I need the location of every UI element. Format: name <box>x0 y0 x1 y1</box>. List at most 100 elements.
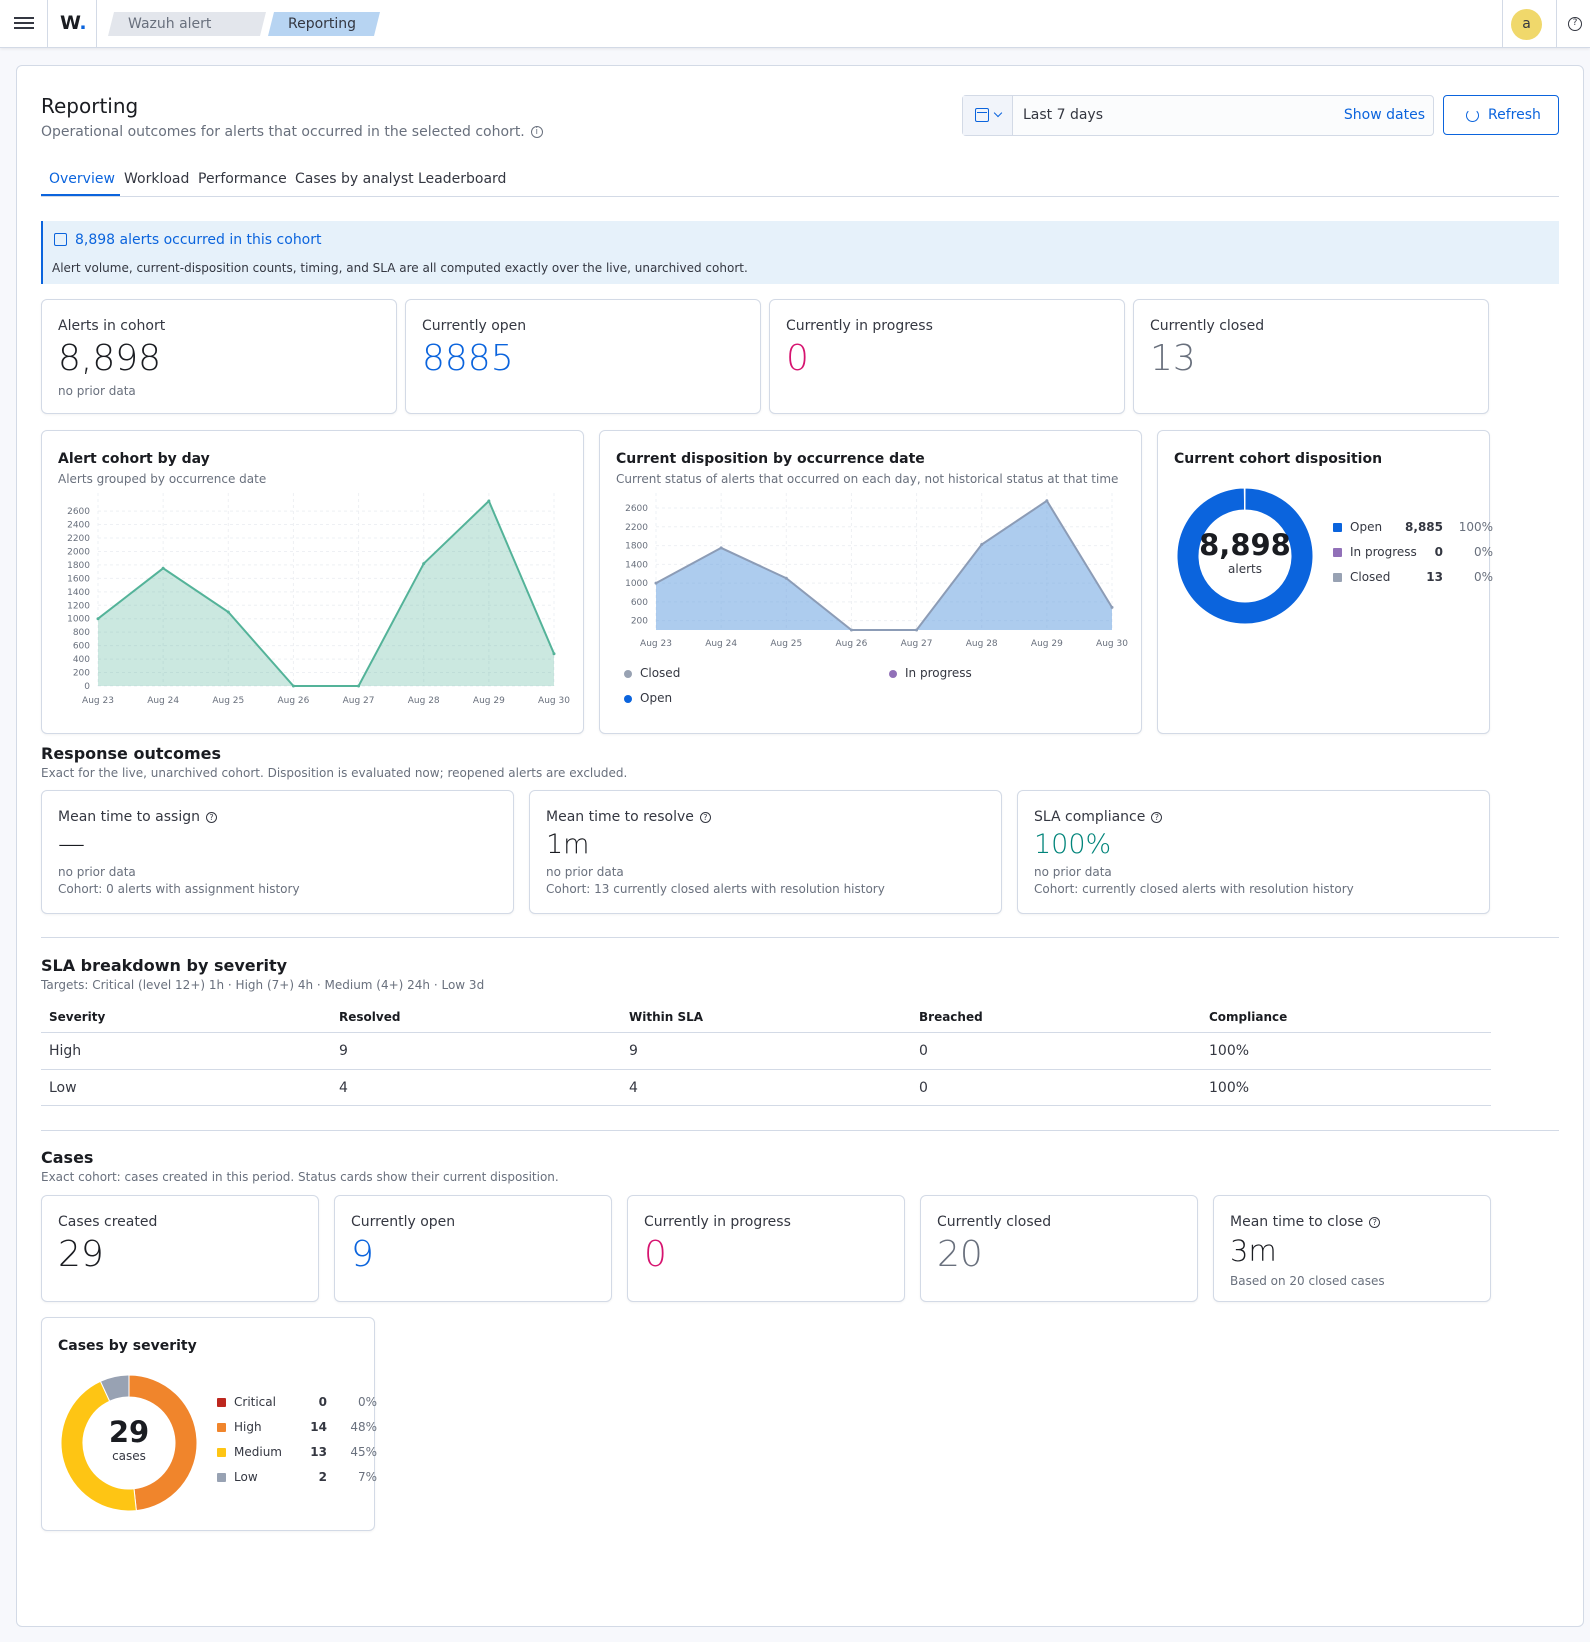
tab-overview[interactable]: Overview <box>49 171 115 187</box>
table-cell: High <box>49 1043 82 1059</box>
stat-value: 0 <box>786 338 809 379</box>
data-point <box>96 617 100 621</box>
help-icon[interactable]: ? <box>206 811 217 823</box>
stat-note: no prior data <box>1034 865 1112 879</box>
tab-performance[interactable]: Performance <box>198 171 287 187</box>
data-point <box>654 581 658 585</box>
stat-note: no prior data <box>546 865 624 879</box>
stat-value: 8885 <box>422 338 514 379</box>
series-line <box>97 499 555 687</box>
x-tick-label: Aug 24 <box>705 639 737 649</box>
donut-slice <box>128 1374 198 1512</box>
legend-item[interactable]: Open 8,885 100% <box>1333 520 1493 534</box>
column-header-within-sla[interactable]: Within SLA <box>629 1010 704 1024</box>
data-point <box>1110 605 1114 609</box>
legend-swatch <box>624 669 632 678</box>
stat-note: no prior data <box>58 865 136 879</box>
legend-label: Critical <box>234 1395 276 1409</box>
cases-title: Cases <box>41 1148 94 1167</box>
y-tick-label: 1600 <box>67 574 90 584</box>
legend-swatch <box>217 1423 226 1432</box>
column-header-resolved[interactable]: Resolved <box>339 1010 401 1024</box>
legend-swatch <box>1333 523 1342 532</box>
donut-center-label: cases <box>112 1449 146 1463</box>
refresh-button[interactable]: Refresh <box>1443 95 1559 135</box>
row-divider <box>41 1105 1491 1106</box>
x-tick-label: Aug 29 <box>1031 639 1063 649</box>
chart-title: Current cohort disposition <box>1174 451 1383 467</box>
divider <box>1502 0 1503 48</box>
legend-swatch <box>217 1473 226 1482</box>
legend-item[interactable]: Critical 0 0% <box>217 1395 377 1409</box>
cases-by-severity-card: Cases by severity 29 cases Critical 0 0% Hi… <box>41 1317 377 1531</box>
x-tick-label: Aug 27 <box>901 639 933 649</box>
area-fill <box>98 501 554 686</box>
help-icon[interactable]: ? <box>1151 811 1163 823</box>
data-point <box>552 652 556 656</box>
x-tick-label: Aug 30 <box>1096 639 1128 649</box>
legend-percent: 7% <box>357 1470 377 1484</box>
tab-cases-by-analyst[interactable]: Cases by analyst <box>295 171 414 187</box>
menu-icon[interactable] <box>14 14 34 34</box>
legend-swatch <box>217 1398 226 1407</box>
legend-closed[interactable]: Closed <box>624 666 680 680</box>
quick-select-button[interactable] <box>963 96 1013 135</box>
data-point <box>915 628 919 632</box>
help-icon[interactable]: ? <box>1568 17 1582 31</box>
donut-center-value: 8,898 <box>1199 528 1291 562</box>
y-tick-label: 2600 <box>67 507 90 517</box>
table-cell: 100% <box>1209 1043 1250 1059</box>
show-dates-button[interactable]: Show dates <box>1343 107 1425 123</box>
stat-card-cases-created: Cases created 29 <box>41 1195 319 1302</box>
alert-cohort-area-chart: 0 200 400 600 800 1000 1200 1400 1600 1800 2000 220… <box>67 493 570 706</box>
stat-label: Currently open <box>351 1214 456 1230</box>
legend-item[interactable]: Closed 13 0% <box>1333 570 1493 584</box>
x-tick-label: Aug 23 <box>82 696 114 706</box>
legend-item[interactable]: Medium 13 45% <box>217 1445 377 1459</box>
breadcrumb-alert-management[interactable]: Wazuh alert ma... <box>108 12 266 36</box>
donut-slice <box>1243 487 1246 511</box>
mean-time-to-assign-card: Mean time to assign? — no prior data Coh… <box>41 790 514 914</box>
reporting-panel: Reporting Operational outcomes for alert… <box>16 65 1584 1627</box>
x-tick-label: Aug 24 <box>147 696 179 706</box>
tab-leaderboard[interactable]: Leaderboard <box>418 171 507 187</box>
stat-label: Mean time to resolve? <box>546 809 711 825</box>
y-tick-label: 2200 <box>625 523 648 533</box>
legend-count: 0 <box>318 1395 327 1409</box>
series-line <box>655 499 1113 631</box>
stat-card-currently-closed: Currently closed 13 <box>1133 299 1489 414</box>
date-range-label[interactable]: Last 7 days <box>1023 107 1104 123</box>
legend-open[interactable]: Open <box>624 691 672 705</box>
page-title: Reporting <box>41 94 139 118</box>
stat-value: 29 <box>58 1234 104 1275</box>
tab-workload[interactable]: Workload <box>124 171 190 187</box>
data-point <box>226 610 230 614</box>
legend-item[interactable]: Low 2 7% <box>217 1470 377 1484</box>
legend-item[interactable]: In progress 0 0% <box>1333 545 1493 559</box>
donut-slice <box>99 1374 130 1402</box>
help-icon[interactable]: ? <box>699 811 711 823</box>
legend-swatch <box>889 669 897 678</box>
app-logo[interactable]: W. <box>60 12 87 34</box>
legend-in-progress[interactable]: In progress <box>889 666 972 680</box>
info-icon[interactable]: i <box>530 126 543 138</box>
legend-percent: 48% <box>350 1420 377 1434</box>
cohort-disposition-card: Current cohort disposition 8,898 alerts … <box>1157 430 1493 734</box>
row-divider <box>41 1032 1491 1033</box>
legend-count: 2 <box>318 1470 327 1484</box>
column-header-compliance[interactable]: Compliance <box>1209 1010 1288 1024</box>
stat-label: Currently open <box>422 318 527 334</box>
legend-swatch <box>1333 573 1342 582</box>
help-icon[interactable]: ? <box>1369 1216 1381 1228</box>
alert-cohort-chart-card: Alert cohort by day Alerts grouped by oc… <box>41 430 584 734</box>
user-avatar[interactable]: a <box>1511 9 1542 40</box>
legend-count: 8,885 <box>1405 520 1443 534</box>
legend-percent: 100% <box>1458 520 1493 534</box>
stat-value: 1m <box>546 829 590 860</box>
y-tick-label: 1400 <box>67 588 90 598</box>
column-header-breached[interactable]: Breached <box>919 1010 983 1024</box>
stat-value: 13 <box>1150 338 1196 379</box>
column-header-severity[interactable]: Severity <box>49 1010 106 1024</box>
legend-item[interactable]: High 14 48% <box>217 1420 377 1434</box>
sla-breakdown-title: SLA breakdown by severity <box>41 956 288 975</box>
